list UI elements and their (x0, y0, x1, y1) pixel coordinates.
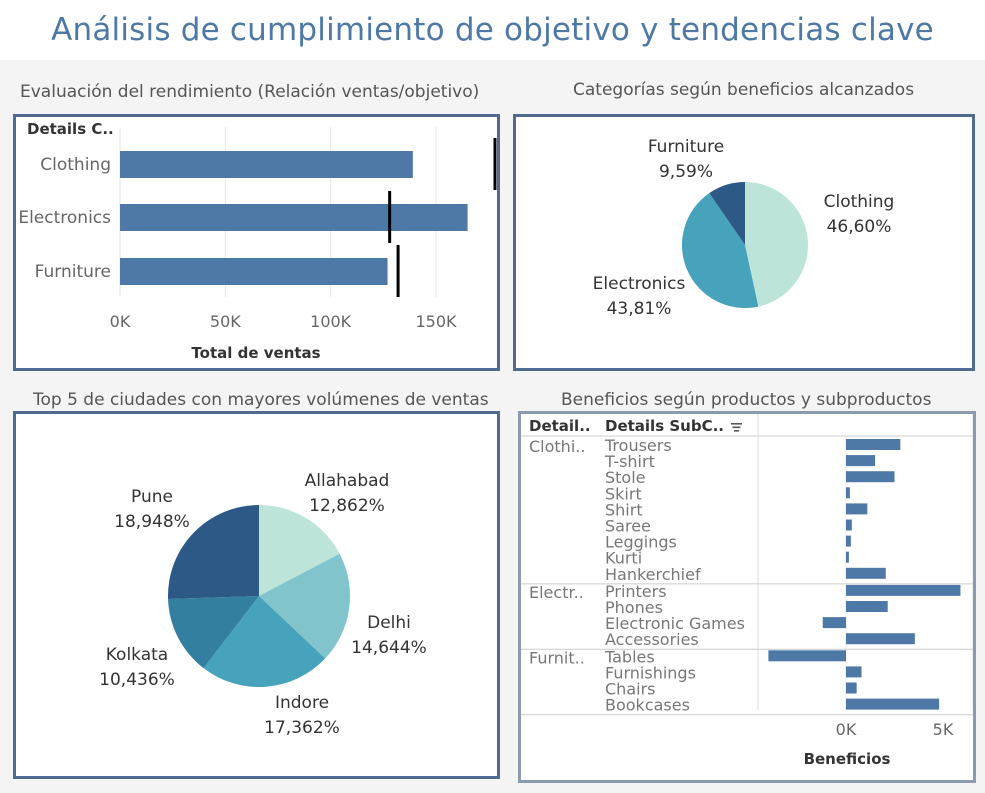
categories-pie-slice-label: Furniture (648, 137, 724, 157)
products-subcategory-label: Trousers (604, 436, 672, 455)
products-bar[interactable] (846, 584, 961, 596)
performance-column-header: Details C.. (27, 120, 114, 138)
products-x-tick: 5K (933, 720, 954, 739)
performance-x-tick: 100K (310, 312, 352, 331)
cities-pie-slice-percent: 10,436% (99, 670, 175, 690)
cities-pie-slice[interactable] (203, 596, 326, 687)
products-subcategory-label: Saree (605, 517, 651, 536)
products-subcategory-label: Tables (604, 647, 655, 666)
products-bar[interactable] (846, 503, 868, 515)
products-bar[interactable] (768, 650, 846, 662)
products-bar[interactable] (846, 601, 888, 612)
products-panel[interactable]: Detail.. Details SubC.. Beneficios Cloth… (518, 411, 976, 783)
cities-pie-slice-label: Pune (131, 487, 173, 507)
dashboard-title: Análisis de cumplimiento de objetivo y t… (51, 12, 934, 48)
performance-category-label: Furniture (35, 262, 111, 282)
products-bar[interactable] (846, 567, 886, 579)
performance-category-label: Clothing (40, 155, 111, 175)
products-bar-chart: Detail.. Details SubC.. Beneficios Cloth… (521, 414, 974, 768)
products-x-tick: 0K (836, 720, 857, 739)
products-sheet-title: Beneficios según productos y subproducto… (561, 390, 932, 410)
cities-pie-slice-percent: 17,362% (264, 718, 340, 738)
cities-pie-slice[interactable] (259, 553, 350, 659)
cities-pie-slice-percent: 12,862% (309, 496, 385, 516)
products-bar[interactable] (846, 455, 876, 467)
cities-pie-slice-label: Delhi (367, 613, 411, 633)
performance-target-marker[interactable] (493, 138, 497, 190)
cities-pie-slice-label: Allahabad (305, 471, 390, 491)
products-subcategory-label: Accessories (605, 630, 699, 649)
products-subcategory-label: Chairs (605, 680, 655, 699)
products-subcategory-label: Hankerchief (605, 565, 701, 584)
categories-pie-slice-label: Clothing (824, 192, 895, 212)
performance-category-label: Electronics (18, 208, 111, 228)
performance-bar[interactable] (120, 151, 413, 178)
performance-bar[interactable] (120, 258, 388, 285)
cities-pie-slice[interactable] (168, 596, 259, 669)
categories-pie-slice-percent: 9,59% (659, 162, 713, 182)
performance-x-tick: 150K (415, 312, 457, 331)
products-subcategory-label: Stole (605, 468, 646, 487)
products-subcategory-label: Furnishings (605, 663, 696, 682)
products-category-label: Clothi.. (529, 437, 585, 456)
categories-pie-chart: Clothing 46,60% Electronics 43,81% Furniture… (593, 137, 895, 319)
cities-pie-slice[interactable] (168, 505, 259, 599)
cities-pie-slice-label: Kolkata (106, 645, 168, 665)
performance-x-tick: 0K (110, 312, 131, 331)
categories-sheet-title: Categorías según beneficios alcanzados (573, 80, 915, 100)
products-header-subcategory: Details SubC.. (605, 417, 724, 435)
products-subcategory-label: Bookcases (605, 696, 690, 715)
cities-pie-slice-label: Indore (275, 693, 329, 713)
cities-pie-slice-percent: 14,644% (351, 638, 427, 658)
products-bar[interactable] (846, 698, 940, 710)
products-subcategory-label: Leggings (605, 533, 677, 552)
categories-panel[interactable]: Clothing 46,60% Electronics 43,81% Furniture… (513, 114, 975, 371)
categories-pie-slice-percent: 46,60% (827, 217, 892, 237)
products-bar[interactable] (846, 551, 849, 563)
categories-pie-slice-percent: 43,81% (607, 299, 672, 319)
categories-pie-slice-label: Electronics (593, 274, 686, 294)
products-bar[interactable] (846, 439, 901, 450)
products-bar[interactable] (822, 617, 846, 629)
performance-sheet-title: Evaluación del rendimiento (Relación ven… (20, 82, 480, 102)
performance-chart: Details C.. Total de ventas Clothing Elec… (18, 120, 497, 362)
products-bar[interactable] (846, 487, 850, 499)
cities-pie-chart: Allahabad 12,862% Delhi 14,644% Indore 17,362… (99, 471, 427, 738)
products-subcategory-label: T-shirt (604, 452, 655, 471)
title-bar (0, 0, 985, 60)
products-subcategory-label: Printers (605, 582, 667, 601)
cities-sheet-title: Top 5 de ciudades con mayores volúmenes … (33, 390, 489, 410)
products-bar[interactable] (846, 633, 915, 645)
cities-panel[interactable]: Allahabad 12,862% Delhi 14,644% Indore 17,362… (13, 411, 500, 779)
performance-panel[interactable]: Details C.. Total de ventas Clothing Elec… (13, 114, 500, 371)
products-bar[interactable] (846, 471, 895, 483)
products-category-label: Furnit.. (529, 648, 585, 667)
performance-target-marker[interactable] (396, 245, 400, 297)
products-category-label: Electr.. (529, 583, 584, 602)
categories-pie-slice[interactable] (709, 182, 745, 245)
products-subcategory-label: Phones (605, 598, 663, 617)
categories-pie-slice[interactable] (682, 193, 759, 308)
products-header-category: Detail.. (529, 417, 591, 435)
performance-x-axis-title: Total de ventas (191, 344, 320, 362)
cities-pie-slice[interactable] (259, 505, 340, 596)
products-subcategory-label: Shirt (605, 500, 643, 519)
sort-descending-icon[interactable] (731, 423, 742, 432)
products-bar[interactable] (846, 666, 862, 678)
categories-pie-slice[interactable] (745, 182, 808, 307)
cities-pie-slice-percent: 18,948% (114, 512, 190, 532)
performance-x-tick: 50K (210, 312, 241, 331)
products-bar[interactable] (846, 535, 851, 547)
products-bar[interactable] (846, 682, 857, 694)
products-x-axis-title: Beneficios (804, 750, 891, 768)
performance-bar[interactable] (120, 204, 468, 231)
performance-target-marker[interactable] (388, 191, 392, 243)
products-subcategory-label: Kurti (605, 549, 642, 568)
products-bar[interactable] (846, 519, 852, 531)
products-subcategory-label: Skirt (605, 484, 642, 503)
products-subcategory-label: Electronic Games (605, 614, 745, 633)
